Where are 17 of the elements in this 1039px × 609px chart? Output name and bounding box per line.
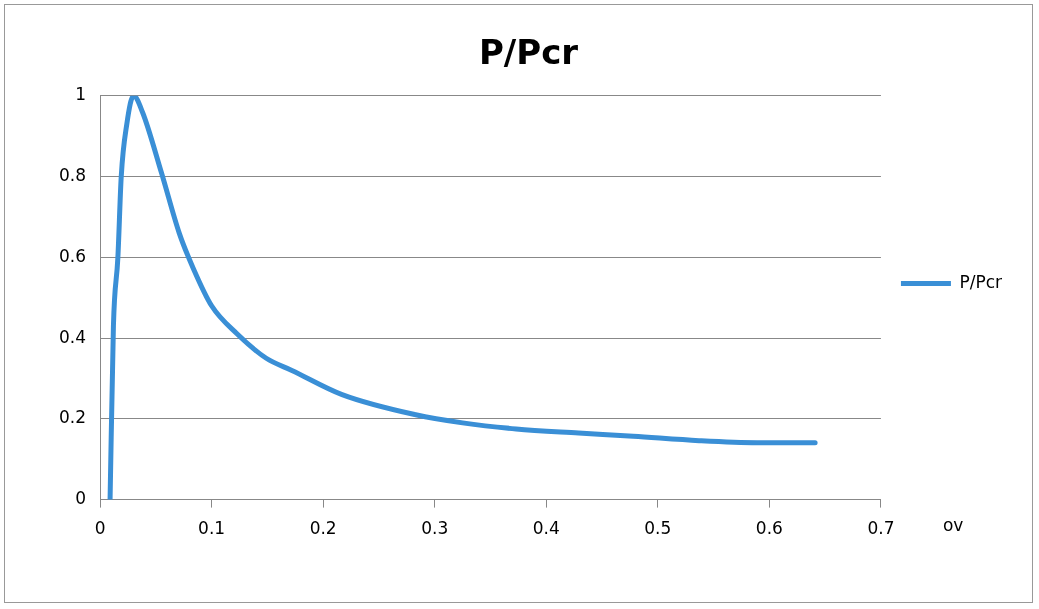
- x-tick-label: 0.6: [755, 518, 783, 539]
- y-tick-label: 0.2: [58, 407, 87, 428]
- x-tick-label: 0.1: [198, 518, 226, 539]
- x-tick-label: 0.5: [644, 518, 672, 539]
- x-tick-label: 0: [94, 518, 106, 539]
- y-tick-label: 0: [75, 488, 87, 509]
- x-axis-title: ov: [942, 515, 964, 536]
- y-tick-label: 1: [75, 84, 87, 105]
- x-tick-label: 0.4: [532, 518, 560, 539]
- y-tick-label: 0.8: [58, 164, 87, 185]
- y-tick-label: 0.6: [58, 245, 87, 266]
- y-tick-label: 0.4: [58, 326, 87, 347]
- x-tick-label: 0.7: [867, 518, 895, 539]
- legend-label: P/Pcr: [959, 271, 1003, 292]
- x-tick-label: 0.3: [421, 518, 449, 539]
- chart-title: P/Pcr: [478, 32, 579, 73]
- x-tick-label: 0.2: [309, 518, 337, 539]
